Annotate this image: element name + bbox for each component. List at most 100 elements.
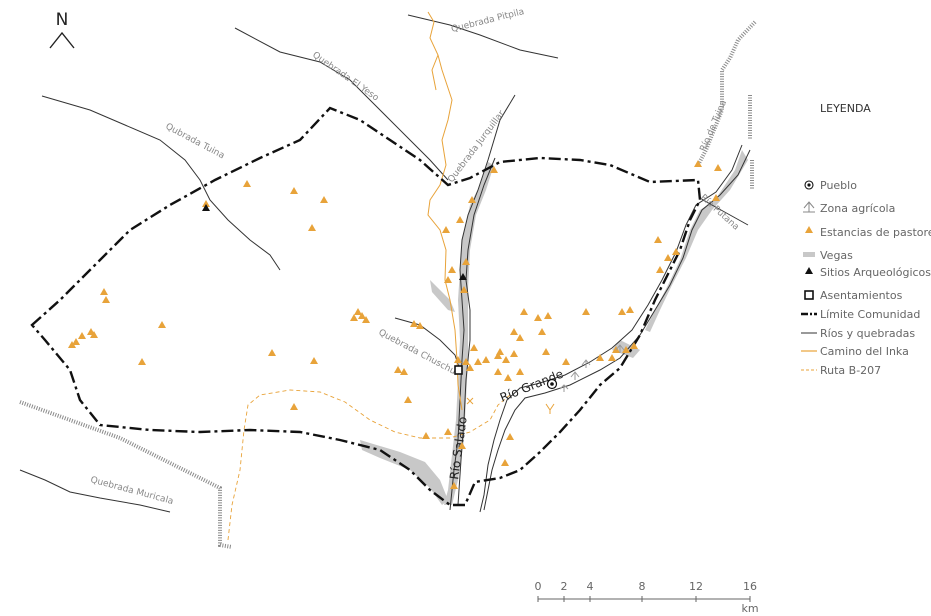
estancia-triangle-icon	[462, 258, 470, 265]
estancia-triangle-icon	[158, 321, 166, 328]
estancia-triangle-icon	[458, 442, 466, 449]
estancia-triangle-icon	[504, 374, 512, 381]
estancia-triangle-icon	[320, 196, 328, 203]
estancia-triangle-icon	[510, 328, 518, 335]
estancia-triangle-icon	[516, 368, 524, 375]
scale-label: 4	[587, 580, 594, 593]
estancia-triangle-icon	[618, 308, 626, 315]
estancia-triangle-icon	[416, 322, 424, 329]
community-boundary-path	[30, 106, 702, 507]
community-boundary	[30, 106, 702, 507]
river-quebrada-pitpila	[407, 14, 559, 59]
orange-agri-marks	[466, 397, 555, 414]
river-rio-grande-2	[479, 144, 743, 513]
river-rio-salado-2	[457, 157, 496, 506]
estancia-triangle-icon	[470, 344, 478, 351]
estancia-triangle-icon	[350, 314, 358, 321]
estancia-triangle-icon	[138, 358, 146, 365]
estancia-triangle-icon	[694, 160, 702, 167]
estancia-triangle-icon	[626, 306, 634, 313]
river-rio-putana	[699, 197, 749, 226]
estancia-triangle-icon	[422, 432, 430, 439]
estancia-triangle-icon	[712, 194, 720, 201]
label-rio-de-tuina: Río de Tuina	[699, 99, 730, 153]
label-rio-salado: Río Salado	[447, 416, 470, 481]
estancia-triangle-icon	[310, 357, 318, 364]
legend-label-rios: Ríos y quebradas	[820, 327, 915, 340]
north-arrow: N	[49, 10, 75, 49]
orange-x-mark	[466, 397, 474, 405]
estancia-triangle-icon	[664, 254, 672, 261]
ruta-b207	[227, 389, 511, 541]
square-icon	[804, 290, 814, 300]
orange-triangle-icon	[805, 226, 813, 233]
estancia-triangle-icon	[100, 288, 108, 295]
estancia-triangle-icon	[494, 352, 502, 359]
black-triangle-icon	[805, 267, 813, 274]
estancia-triangle-icon	[622, 346, 630, 353]
vegas-south	[360, 440, 448, 505]
scale-tick-marks	[537, 596, 751, 602]
hatched-road-sw	[19, 400, 233, 549]
town-dot-icon	[807, 183, 811, 187]
camino-del-inka	[427, 11, 463, 411]
estancia-triangle-icon	[394, 366, 402, 373]
label-quebrada-el-yeso: Quebrada El Yeso	[310, 50, 380, 103]
estancia-triangle-icon	[454, 356, 462, 363]
arch-site-tuina	[202, 204, 210, 211]
estancia-triangle-icon	[468, 196, 476, 203]
estancia-triangle-icon	[562, 358, 570, 365]
inka-trail-path	[427, 11, 463, 411]
estancia-triangle-icon	[520, 308, 528, 315]
estancia-triangle-icon	[462, 358, 470, 365]
estancia-triangle-icon	[538, 328, 546, 335]
legend-item-vegas: Vegas	[803, 249, 853, 262]
river-rio-grande	[483, 149, 751, 511]
agriculture-icon	[803, 201, 815, 213]
settlements	[454, 365, 558, 390]
scale-bar: 0 2 4 8 12 16 km	[535, 580, 759, 615]
legend-label-ruta: Ruta B-207	[820, 364, 881, 377]
estancia-triangle-icon	[202, 200, 210, 207]
label-quebrada-pitpila: Quebrada Pitpila	[450, 7, 525, 35]
estancia-triangle-icon	[90, 331, 98, 338]
estancia-triangle-icon	[450, 482, 458, 489]
estancia-triangle-icon	[608, 354, 616, 361]
scale-unit: km	[741, 602, 758, 615]
scale-label: 2	[561, 580, 568, 593]
estancia-triangle-icon	[308, 224, 316, 231]
estancia-triangle-icon	[542, 348, 550, 355]
scale-label: 8	[639, 580, 646, 593]
legend-label-agricola: Zona agrícola	[820, 202, 895, 215]
estancia-triangle-icon	[268, 349, 276, 356]
agri-mark-1	[581, 359, 591, 368]
legend-item-estancias: Estancias de pastoreo	[805, 226, 931, 239]
legend-label-inka: Camino del Inka	[820, 345, 909, 358]
legend-item-limite: Límite Comunidad	[801, 308, 920, 321]
estancia-triangle-icon	[466, 364, 474, 371]
legend-label-pueblo: Pueblo	[820, 179, 857, 192]
estancia-triangle-icon	[596, 354, 604, 361]
agri-mark-4	[559, 384, 569, 392]
estancia-triangle-icon	[482, 356, 490, 363]
legend-item-rios: Ríos y quebradas	[801, 327, 915, 340]
label-quebrada-muricala: Quebrada Muricala	[89, 475, 174, 507]
estancia-triangle-icon	[102, 296, 110, 303]
agri-mark-2	[570, 371, 580, 380]
estancia-triangle-icon	[656, 266, 664, 273]
estancia-triangle-icon	[290, 187, 298, 194]
legend-label-estancias: Estancias de pastoreo	[820, 226, 931, 239]
estancia-triangle-icon	[510, 350, 518, 357]
legend: LEYENDA Pueblo Zona agrícola Estancias d…	[801, 102, 931, 377]
estancia-triangle-icon	[630, 342, 638, 349]
legend-label-asentamientos: Asentamientos	[820, 289, 903, 302]
estancia-triangle-icon	[506, 433, 514, 440]
estancia-triangle-icon	[400, 368, 408, 375]
settlement-square	[454, 365, 463, 375]
agri-mark-3	[615, 344, 625, 353]
estancia-triangle-icon	[544, 312, 552, 319]
label-quebrada-tuina: Qubrada Tuina	[164, 122, 226, 162]
legend-item-sitios: Sitios Arqueológicos	[805, 266, 931, 279]
river-quebrada-tuina	[41, 95, 281, 271]
